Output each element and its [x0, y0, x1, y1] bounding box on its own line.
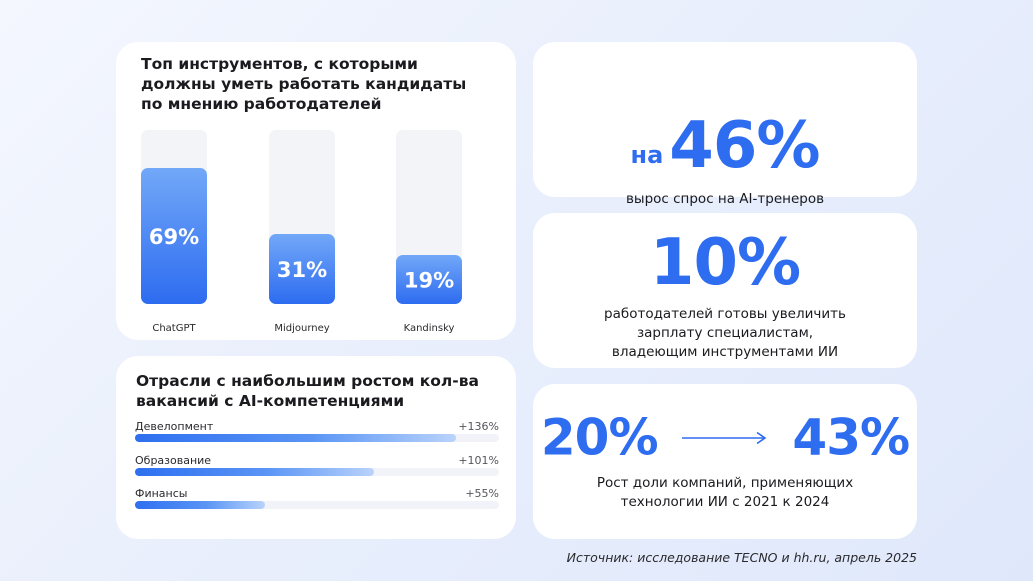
stat-card-adoption-growth: 20% 43% Рост доли компаний, применяющих …	[533, 384, 917, 539]
industries-card: Отрасли с наибольшим ростом кол-ва вакан…	[116, 356, 516, 539]
industry-value: +101%	[458, 454, 499, 467]
source-note: Источник: исследование TECNO и hh.ru, ап…	[566, 550, 917, 565]
industry-bar-fill	[135, 468, 374, 476]
industry-bar-fill	[135, 434, 457, 442]
category-label: ChatGPT	[152, 323, 196, 334]
stat-value-to: 43%	[792, 408, 910, 467]
stat-headline: 20% 43%	[533, 404, 917, 467]
bar-midjourney	[269, 234, 335, 304]
bar-value-label: 69%	[149, 225, 199, 249]
stat-description: вырос спрос на AI-тренеров	[625, 191, 825, 207]
industry-label: Образование	[135, 454, 212, 467]
industry-value: +136%	[458, 420, 499, 433]
industry-label: Девелопмент	[135, 420, 214, 433]
tools-chart-card: 69% ChatGPT 31% Midjourney 19% Kandinsky Топ …	[116, 42, 516, 340]
arrow-right-icon	[682, 431, 767, 444]
stat-description: Рост доли компаний, применяющих технолог…	[596, 475, 854, 510]
tools-chart-title: Топ инструментов, с которыми должны умет…	[141, 55, 467, 113]
category-label: Kandinsky	[404, 323, 455, 334]
bar-chatgpt	[141, 167, 207, 304]
bar-value-label: 31%	[277, 258, 327, 282]
stat-card-ai-trainers: на46% вырос спрос на AI-тренеров	[533, 42, 917, 207]
stat-headline: на46%	[533, 106, 917, 186]
industry-bar-track	[135, 501, 499, 509]
industries-title: Отрасли с наибольшим ростом кол-ва вакан…	[136, 372, 479, 410]
stat-value-from: 20%	[540, 408, 659, 467]
industry-bar-track	[135, 468, 499, 476]
industry-value: +55%	[465, 487, 499, 500]
stat-prefix: на	[630, 141, 664, 169]
stat-value: 46%	[669, 109, 820, 183]
stat-card-salary: 10% работодателей готовы увеличить зарпл…	[533, 213, 917, 368]
industry-label: Финансы	[135, 487, 188, 500]
bar-kandinsky	[396, 254, 462, 304]
category-label: Midjourney	[274, 323, 329, 334]
industry-row-education: Образование +101%	[135, 454, 499, 484]
industry-bar-fill	[135, 501, 265, 509]
stat-description: работодателей готовы увеличить зарплату …	[604, 306, 846, 360]
industry-bar-track	[135, 434, 499, 442]
tools-bar-chart: 69% ChatGPT 31% Midjourney 19% Kandinsky	[141, 130, 462, 334]
industry-row-finance: Финансы +55%	[135, 487, 499, 517]
bar-value-label: 19%	[404, 268, 454, 292]
industry-row-development: Девелопмент +136%	[135, 420, 499, 450]
stat-value: 10%	[649, 226, 801, 300]
